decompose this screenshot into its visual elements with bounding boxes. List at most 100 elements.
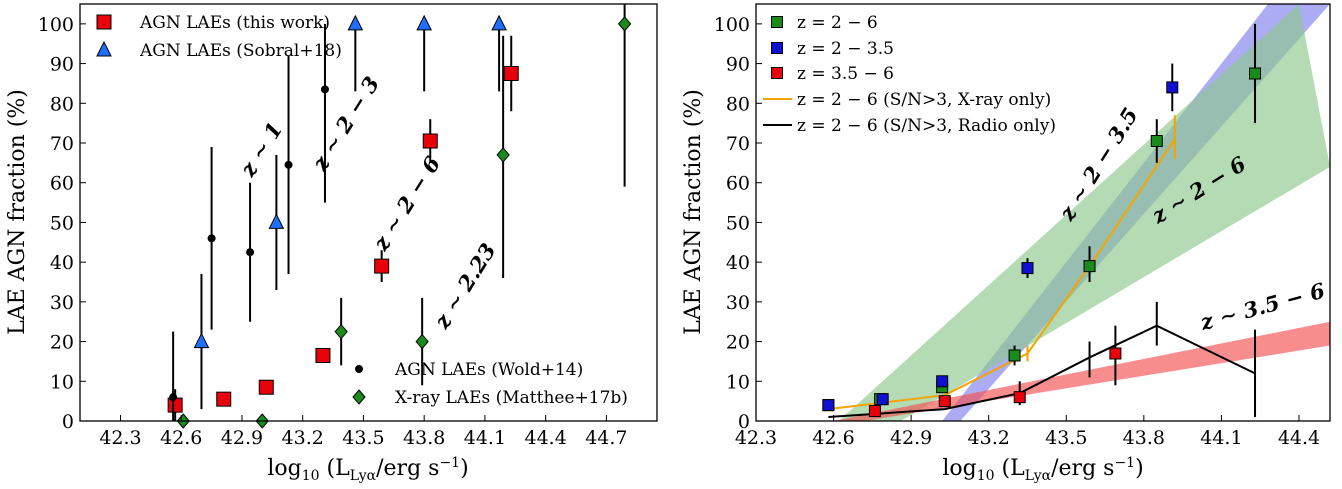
series-z-2-6-s-n-3-radio-only [828,301,1257,419]
legend-entry-agn-laes-sobral-18: AGN LAEs (Sobral+18) [96,40,342,61]
band-z-3-5-6 [833,321,1330,421]
right-y-tick-label: 40 [726,252,750,274]
right-x-tick-label: 43.8 [1123,427,1165,449]
legend-entry-x-ray-laes-matthee-17b: X-ray LAEs (Matthee+17b) [352,388,628,408]
annotation-z2-3: z ∼ 2 − 3 [307,72,385,176]
series-z-2-3-5 [822,63,1179,412]
square-marker [1109,347,1122,360]
right-y-axis-label: LAE AGN fraction (%) [681,89,706,335]
square-marker [1083,260,1096,273]
legend-label: AGN LAEs (Sobral+18) [139,41,342,61]
left-y-tick-label: 50 [50,212,74,234]
square-marker [868,405,881,418]
legend-label: z = 2 − 6 (S/N>3, X-ray only) [797,90,1051,110]
left-y-tick-label: 20 [50,332,74,354]
left-y-tick-label: 10 [50,371,74,393]
circle-marker [246,248,255,257]
square-legend-marker [96,14,112,30]
right-y-tick-label: 70 [726,133,750,155]
legend-label: z = 2 − 3.5 [797,39,894,59]
legend-label: z = 2 − 6 [797,13,878,33]
band-z-2-6 [838,4,1330,421]
left-y-tick-label: 90 [50,54,74,76]
annotation-z2-6: z ∼ 2 − 6 [368,152,446,256]
left-y-tick-label: 30 [50,292,74,314]
legend-entry-agn-laes-this-work: AGN LAEs (this work) [96,13,330,33]
series-z-3-5-6 [868,325,1122,418]
square-marker [822,399,835,412]
left-x-tick-label: 44.1 [464,427,506,449]
series-line [828,138,1176,411]
circle-marker [284,160,293,169]
right-panel: 42.3 42.6 42.9 43.2 43.5 43.8 44.1 44.4 0 10 20 30 4… [681,3,1331,484]
series-line [828,324,1256,419]
series-agn-laes-this-work [167,35,519,421]
legend-entry-z-2-6: z = 2 − 6 [771,13,878,33]
legend-label: X-ray LAEs (Matthee+17b) [395,388,628,408]
square-marker [1166,81,1179,94]
diamond-marker [334,323,348,340]
legend-entry-agn-laes-wold-14: AGN LAEs (Wold+14) [355,360,583,380]
right-x-tick-label: 44.4 [1278,427,1320,449]
triangle-marker [491,14,507,31]
right-y-tick-label: 0 [738,411,750,433]
square-marker [1008,349,1021,362]
triangle-marker [268,213,285,229]
annotation-z223: z ∼ 2.23 [429,239,501,334]
right-y-tick-label: 60 [726,173,750,195]
left-x-tick-label: 44.4 [524,427,566,449]
circle-marker [320,85,329,94]
circle-legend-marker [355,365,363,373]
square-marker [315,347,331,363]
right-y-tick-label: 20 [726,332,750,354]
legend-label: z = 2 − 6 (S/N>3, Radio only) [797,116,1056,136]
right-x-tick-label: 44.1 [1200,427,1242,449]
left-y-tick-label: 0 [62,411,74,433]
legend-label: z = 3.5 − 6 [797,64,894,84]
triangle-legend-marker [96,40,112,57]
left-x-tick-label: 42.3 [99,427,141,449]
left-panel: 42.3 42.6 42.9 43.2 43.5 43.8 44.1 44.4 44.7 0 10 2… [5,3,658,484]
circle-marker [169,393,178,402]
series-agn-laes-wold-14 [169,23,329,421]
diamond-marker [617,16,632,32]
right-x-tick-label: 42.3 [735,427,777,449]
square-marker [216,391,232,407]
square-marker [1013,391,1026,404]
right-x-axis-label: log10 (LLyα/erg s−1) [942,455,1143,484]
series-agn-laes-sobral-18 [193,14,507,410]
left-x-tick-label: 42.6 [160,427,202,449]
left-x-tick-label: 43.5 [342,427,384,449]
legend-entry-z-2-3-5: z = 2 − 3.5 [771,39,894,59]
legend-entry-z-2-6-s-n-3-x-ray-only: z = 2 − 6 (S/N>3, X-ray only) [763,90,1051,110]
left-x-axis-label: log10 (LLyα/erg s−1) [267,455,468,484]
diamond-marker [415,333,429,350]
square-marker [1021,262,1034,275]
right-y-tick-label: 50 [726,212,750,234]
right-x-tick-label: 43.5 [1045,427,1087,449]
left-x-tick-label: 42.9 [221,427,263,449]
diamond-legend-marker [352,389,366,405]
square-legend-marker [771,67,783,79]
right-x-tick-label: 42.6 [812,427,854,449]
right-x-tick-label: 42.9 [890,427,932,449]
legend-label: AGN LAEs (Wold+14) [394,360,583,380]
right-y-tick-label: 30 [726,292,750,314]
legend-entry-z-2-6-s-n-3-radio-only: z = 2 − 6 (S/N>3, Radio only) [763,116,1056,136]
square-marker [258,379,274,395]
square-marker [936,375,949,388]
right-y-tick-label: 80 [726,93,750,115]
left-y-tick-label: 40 [50,252,74,274]
series-z-2-6-s-n-3-x-ray-only [828,115,1176,411]
legend-entry-z-3-5-6: z = 3.5 − 6 [771,64,894,84]
diamond-marker [496,147,510,163]
triangle-marker [416,14,432,31]
left-x-tick-label: 43.8 [403,427,445,449]
square-marker [938,395,951,408]
right-y-tick-label: 90 [726,54,750,76]
legend-label: AGN LAEs (this work) [139,13,330,33]
left-y-axis-label: LAE AGN fraction (%) [5,89,30,335]
right-y-tick-label: 100 [714,14,750,36]
square-marker [876,393,889,406]
left-y-tick-label: 80 [50,93,74,115]
